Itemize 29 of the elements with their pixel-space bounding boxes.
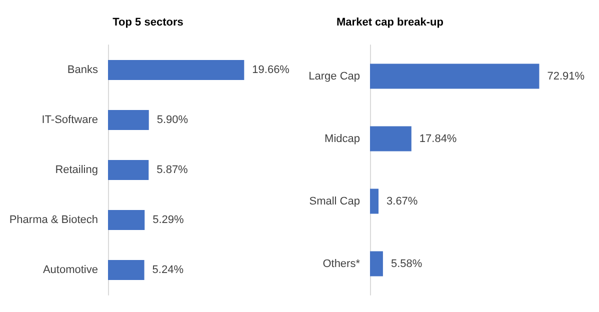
bar <box>108 260 144 280</box>
data-label: 5.90% <box>156 114 188 126</box>
data-label: 5.29% <box>152 214 184 226</box>
y-tick-label: Large Cap <box>308 70 360 82</box>
data-label: 5.24% <box>152 264 184 276</box>
bar <box>370 126 412 152</box>
bar <box>370 64 540 89</box>
y-tick-label: IT-Software <box>42 114 98 126</box>
bar <box>108 60 244 80</box>
chart-title: Market cap break-up <box>336 16 444 28</box>
chart-title: Top 5 sectors <box>112 16 184 28</box>
bar <box>108 110 149 130</box>
bar <box>370 188 379 214</box>
bar <box>108 160 149 180</box>
bar <box>370 251 383 276</box>
data-label: 5.58% <box>390 258 422 270</box>
data-label: 3.67% <box>386 195 418 208</box>
data-label: 17.84% <box>419 132 457 145</box>
y-tick-label: Small Cap <box>309 195 360 208</box>
bar <box>108 210 145 230</box>
y-tick-label: Banks <box>67 64 98 76</box>
y-tick-label: Others* <box>322 258 361 270</box>
data-label: 5.87% <box>156 164 188 176</box>
y-tick-label: Retailing <box>55 164 98 176</box>
y-tick-label: Automotive <box>42 264 98 276</box>
data-label: 72.91% <box>547 70 585 82</box>
y-tick-label: Pharma & Biotech <box>9 214 98 226</box>
y-tick-label: Midcap <box>324 132 360 145</box>
data-label: 19.66% <box>252 64 290 76</box>
